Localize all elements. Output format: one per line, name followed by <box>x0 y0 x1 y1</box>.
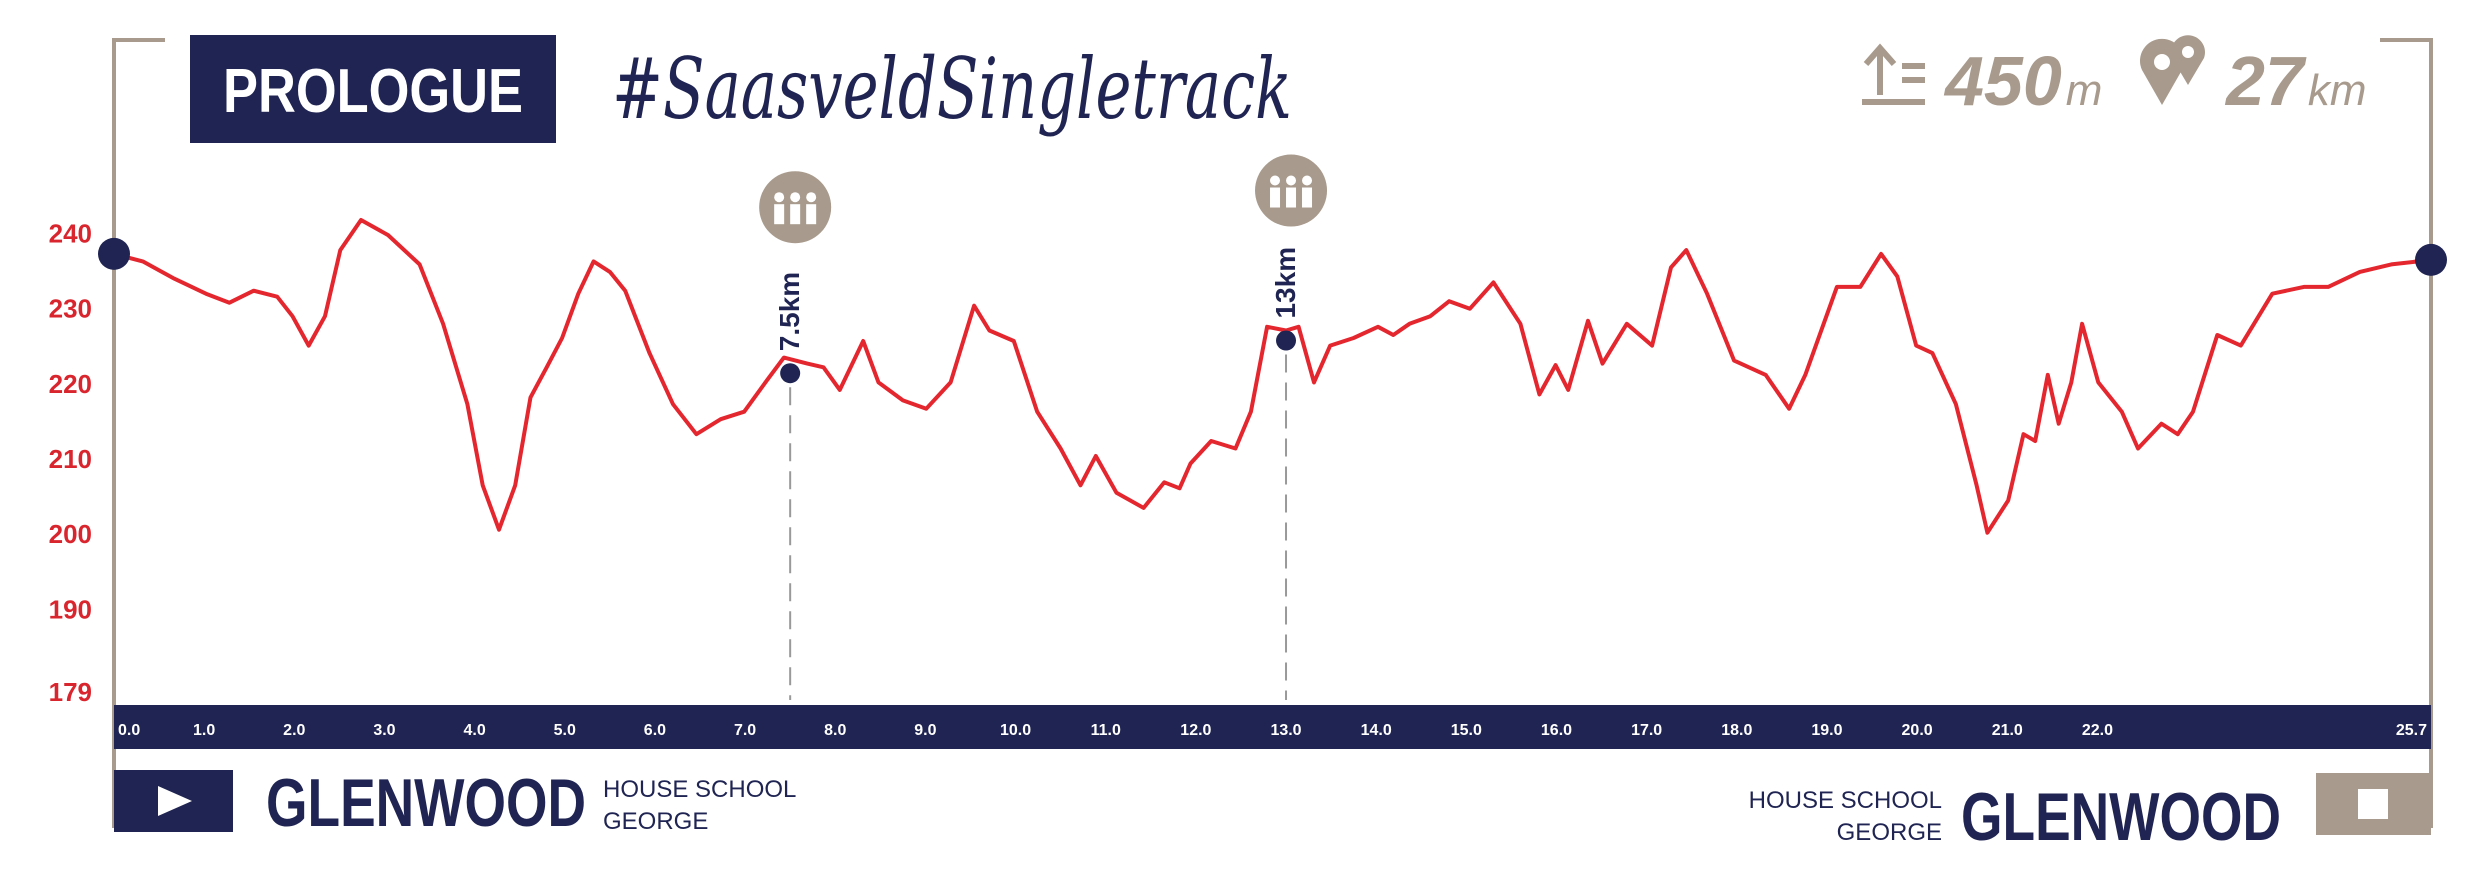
aid-station-figure <box>790 192 801 203</box>
x-tick-label: 20.0 <box>1902 722 1933 739</box>
aid-station-figure <box>790 204 801 225</box>
x-tick-label: 6.0 <box>644 722 666 739</box>
start-line1: HOUSE SCHOOL <box>603 776 796 803</box>
y-tick-label: 240 <box>49 219 92 249</box>
x-tick-label: 9.0 <box>914 722 936 739</box>
x-tick-label: 3.0 <box>373 722 395 739</box>
climb-icon <box>1862 43 1925 105</box>
x-tick-label: 2.0 <box>283 722 305 739</box>
x-tick-label: 21.0 <box>1992 722 2023 739</box>
frame-right <box>2380 38 2433 828</box>
aid-station-figure <box>1286 175 1297 186</box>
y-tick-label: 179 <box>49 677 92 707</box>
y-tick-label: 200 <box>49 519 92 549</box>
finish-line1: HOUSE SCHOOL <box>1749 787 1942 814</box>
aid-station-figure <box>774 192 785 203</box>
start-icon <box>158 786 192 816</box>
y-tick-label: 220 <box>49 369 92 399</box>
aid-station-figure <box>1270 187 1281 208</box>
marker-dot <box>780 363 801 384</box>
start-line2: GEORGE <box>603 808 708 835</box>
aid-station-figure <box>774 204 785 225</box>
distance-unit: km <box>2308 66 2367 115</box>
x-tick-label: 8.0 <box>824 722 846 739</box>
elevation-line <box>113 218 2432 535</box>
frame-left <box>112 38 165 828</box>
aid-station-figure <box>1286 187 1297 208</box>
endpoint-dot <box>98 237 130 270</box>
x-tick-label: 13.0 <box>1270 722 1301 739</box>
x-tick-label: 1.0 <box>193 722 215 739</box>
finish-icon <box>2358 789 2388 819</box>
hashtag: #SaasveldSingletrack <box>612 40 1292 138</box>
x-axis-strip <box>114 705 2431 749</box>
x-tick-label: 18.0 <box>1721 722 1752 739</box>
x-tick-label: 7.0 <box>734 722 756 739</box>
y-tick-label: 210 <box>49 444 92 474</box>
endpoint-dot <box>2415 243 2447 276</box>
x-tick-label: 22.0 <box>2082 722 2113 739</box>
finish-name: GLENWOOD <box>1961 779 2281 855</box>
aid-station-figure <box>1302 175 1313 186</box>
x-tick-label: 14.0 <box>1361 722 1392 739</box>
aid-station-figure <box>806 204 817 225</box>
x-tick-label: 17.0 <box>1631 722 1662 739</box>
climb-value: 450 <box>1943 42 2062 120</box>
aid-station-icon <box>759 171 832 244</box>
x-tick-label: 4.0 <box>463 722 485 739</box>
y-tick-label: 230 <box>49 294 92 324</box>
distance-icon <box>2140 35 2205 105</box>
title-box <box>190 35 556 143</box>
finish-line2: GEORGE <box>1837 819 1942 846</box>
title: PROLOGUE <box>223 57 523 126</box>
aid-station-icon <box>1255 154 1328 227</box>
y-tick-label: 190 <box>49 594 92 624</box>
x-tick-label: 12.0 <box>1180 722 1211 739</box>
x-tick-label: 0.0 <box>118 722 140 739</box>
x-tick-label: 19.0 <box>1811 722 1842 739</box>
x-tick-label: 11.0 <box>1091 722 1121 739</box>
aid-station-figure <box>1270 175 1281 186</box>
start-name: GLENWOOD <box>266 765 586 841</box>
aid-station-figure <box>806 192 817 203</box>
marker-label: 7.5km <box>774 272 805 351</box>
x-tick-label: 25.7 <box>2396 722 2427 739</box>
climb-unit: m <box>2066 66 2103 115</box>
x-tick-label: 5.0 <box>554 722 576 739</box>
x-tick-label: 15.0 <box>1451 722 1482 739</box>
distance-value: 27 <box>2224 42 2307 120</box>
x-tick-label: 10.0 <box>1000 722 1031 739</box>
marker-label: 13km <box>1270 247 1301 319</box>
aid-station-figure <box>1302 187 1313 208</box>
marker-dot <box>1276 330 1297 351</box>
x-tick-label: 16.0 <box>1541 722 1572 739</box>
